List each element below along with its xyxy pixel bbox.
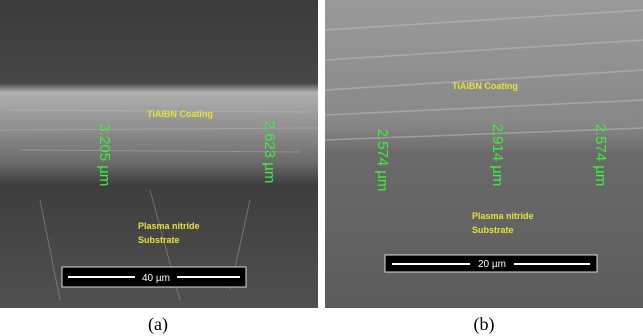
substrate-label: Substrate <box>472 225 514 235</box>
measurement: 2.623 µm <box>261 121 278 184</box>
panel-b: TiAlBN Coating 2.574 µm 2.914 µm 2.574 µ… <box>325 0 643 308</box>
panel-a: TiAlBN Coating 3.205 µm 2.623 µm Plasma … <box>0 0 318 308</box>
substrate-label: Substrate <box>138 235 180 245</box>
substrate-label: Plasma nitride <box>472 211 534 221</box>
coating-label: TiAlBN Coating <box>147 109 213 119</box>
panel-caption: (a) <box>148 314 168 335</box>
scale-bar-label: 40 µm <box>142 273 170 284</box>
panel-caption: (b) <box>474 314 495 335</box>
measurement: 2.574 µm <box>374 129 391 192</box>
measurement: 3.205 µm <box>96 124 113 187</box>
substrate-label: Plasma nitride <box>138 221 200 231</box>
measurement: 2.914 µm <box>489 124 506 187</box>
scale-bar-label: 20 µm <box>478 259 506 270</box>
measurement: 2.574 µm <box>592 124 609 187</box>
figure: TiAlBN Coating 3.205 µm 2.623 µm Plasma … <box>0 0 643 336</box>
coating-label: TiAlBN Coating <box>452 81 518 91</box>
